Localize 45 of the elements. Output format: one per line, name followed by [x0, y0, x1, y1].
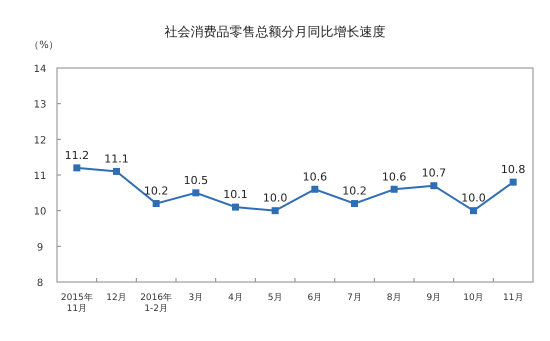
point	[510, 178, 517, 186]
data-label: 10.0	[461, 192, 486, 205]
y-axis-title: （%）	[29, 40, 59, 51]
point	[192, 189, 200, 196]
x-tick-label: 11月	[502, 293, 524, 303]
data-label: 11.2	[64, 148, 90, 162]
data-label: 10.5	[184, 174, 208, 187]
data-label: 10.6	[382, 170, 406, 184]
x-tick-label: 10月	[463, 293, 484, 303]
data-label: 11.1	[104, 152, 129, 166]
x-tick-label: 3月	[188, 293, 204, 303]
x-tick-label: 6月	[307, 293, 322, 303]
data-label: 10.6	[302, 170, 328, 184]
point	[470, 207, 477, 214]
point	[73, 164, 80, 172]
x-tick-label: 2016年 1-2月	[140, 292, 172, 314]
point	[351, 200, 358, 208]
y-tick-label: 13	[34, 100, 46, 111]
x-tick-label: 7月	[347, 293, 362, 303]
point	[311, 186, 318, 193]
point	[390, 186, 398, 193]
y-tick-label: 11	[34, 171, 46, 182]
point	[232, 204, 239, 211]
data-label: 10.8	[500, 163, 526, 176]
y-tick-label: 9	[36, 242, 44, 254]
chart-title: 社会消费品零售总额分月同比增长速度	[164, 24, 386, 40]
y-tick-label: 10	[34, 206, 46, 218]
x-tick-label: 5月	[268, 293, 283, 303]
x-tick-label: 4月	[228, 293, 243, 303]
y-tick-label: 14	[34, 64, 46, 75]
y-tick-label: 12	[34, 135, 46, 146]
data-label: 10.2	[342, 184, 367, 198]
point	[152, 200, 160, 208]
x-tick-label: 8月	[386, 293, 402, 303]
point	[430, 182, 438, 190]
data-label: 10.0	[262, 192, 288, 205]
x-tick-label: 9月	[426, 293, 442, 303]
x-tick-label: 12月	[106, 293, 127, 303]
data-label: 10.7	[422, 166, 446, 180]
data-label: 10.1	[223, 188, 248, 202]
data-label: 10.2	[144, 184, 168, 198]
y-tick-label: 8	[36, 278, 44, 289]
point	[113, 168, 120, 175]
x-tick-label: 2015年 11月	[60, 292, 93, 314]
point	[272, 207, 279, 214]
